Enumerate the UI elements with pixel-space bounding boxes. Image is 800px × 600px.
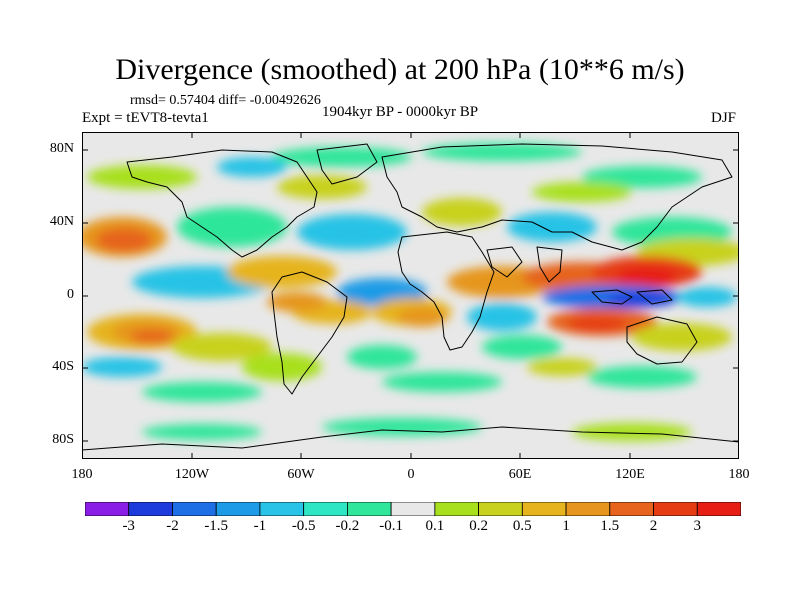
lon-tick-label: 60E (508, 467, 532, 482)
colorbar-swatch (128, 502, 173, 516)
chart-title: Divergence (smoothed) at 200 hPa (10**6 … (115, 53, 685, 86)
stats-label: rmsd= 0.57404 diff= -0.00492626 (130, 93, 321, 108)
lat-tick-label: 40S (52, 359, 74, 374)
divergence-field (82, 143, 739, 441)
coast-greenland (316, 143, 378, 185)
colorbar-level-label: -2 (166, 518, 179, 534)
lat-tick-label: 0 (67, 287, 74, 302)
period-label: 1904kyr BP - 0000kyr BP (322, 104, 479, 120)
colorbar-swatch (390, 502, 436, 516)
axis-ticks (82, 132, 739, 459)
coast-india (536, 246, 563, 283)
colorbar-swatch (303, 502, 348, 516)
coast-maritime-continent (591, 289, 673, 305)
coastlines (82, 143, 739, 451)
lon-tick-label: 60W (287, 467, 315, 482)
season-label: DJF (711, 110, 737, 126)
coast-south-america (271, 271, 348, 395)
lat-tick-label: 40N (49, 214, 74, 229)
lon-tick-label: 120W (174, 467, 210, 482)
colorbar-swatch (521, 502, 567, 516)
colorbar-level-label: 0.5 (512, 518, 532, 534)
colorbar-swatch (478, 502, 523, 516)
colorbar-level-label: 0.1 (425, 518, 445, 534)
coast-eurasia (381, 143, 733, 251)
colorbar-swatch (215, 502, 261, 516)
colorbar-level-label: 1 (562, 518, 570, 534)
coast-arabia (486, 246, 523, 278)
colorbar-swatch (85, 502, 130, 516)
colorbar-swatch (259, 502, 305, 516)
colorbar-level-label: 1.5 (600, 518, 620, 534)
colorbar-level-label: -1 (253, 518, 267, 534)
coast-north-america (126, 149, 318, 258)
colorbar-level-label: 3 (693, 518, 702, 534)
colorbar (85, 502, 741, 516)
lon-tick-label: 0 (407, 467, 415, 482)
colorbar-level-label: -0.1 (379, 518, 403, 534)
colorbar-swatch (434, 502, 479, 516)
coast-africa (397, 231, 495, 351)
colorbar-level-label: -3 (122, 518, 135, 534)
colorbar-level-label: 2 (649, 518, 658, 534)
coast-antarctica (82, 426, 739, 451)
colorbar-level-label: -0.2 (335, 518, 360, 534)
colorbar-swatch (609, 502, 654, 516)
lon-tick-label: 180 (71, 467, 93, 482)
lon-tick-label: 180 (728, 467, 750, 482)
colorbar-swatch (346, 502, 392, 516)
map-panel (82, 132, 739, 459)
colorbar-swatch (172, 502, 217, 516)
colorbar-level-label: -0.5 (291, 518, 316, 534)
coast-australia (626, 316, 698, 365)
experiment-label: Expt = tEVT8-tevta1 (82, 110, 209, 126)
lon-tick-label: 120E (615, 467, 645, 482)
colorbar-swatch (565, 502, 611, 516)
lat-tick-label: 80N (49, 141, 74, 156)
lat-tick-label: 80S (52, 432, 74, 447)
colorbar-level-label: -1.5 (204, 518, 229, 534)
colorbar-swatch (696, 502, 741, 516)
colorbar-level-label: 0.2 (469, 518, 488, 534)
colorbar-swatch (653, 502, 698, 516)
